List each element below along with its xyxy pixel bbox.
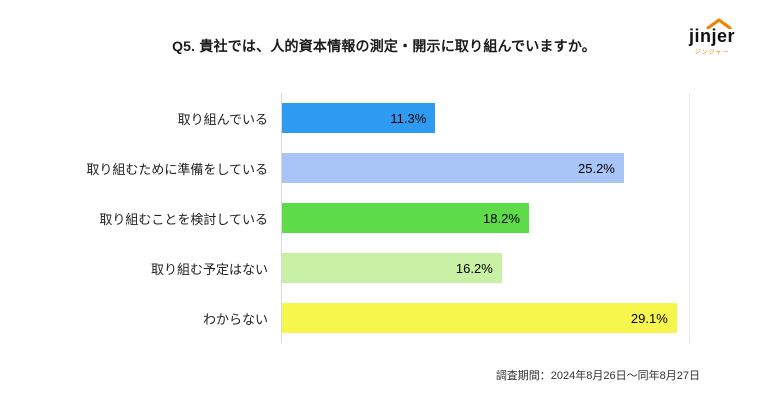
jinjer-logo: jinjer ジンジャー <box>680 18 744 56</box>
value-label: 25.2% <box>578 160 615 176</box>
value-label: 18.2% <box>483 210 520 226</box>
bar-track: 18.2% <box>282 193 689 243</box>
logo-roof-icon <box>706 18 732 29</box>
bar-torikundeiru: 11.3% <box>282 103 436 133</box>
chart-title: Q5. 貴社では、人的資本情報の測定・開示に取り組んでいますか。 <box>172 38 596 54</box>
category-label: 取り組むために準備をしている <box>86 161 268 177</box>
bar-track: 16.2% <box>282 243 689 293</box>
value-label: 29.1% <box>630 310 668 326</box>
bar-yotei-nai: 16.2% <box>282 253 502 283</box>
bar-wakaranai: 29.1% <box>282 303 677 333</box>
bar-chart: 取り組んでいる 取り組むために準備をしている 取り組むことを検討している 取り組… <box>16 93 690 343</box>
bar-track: 11.3% <box>282 93 689 143</box>
bar-track: 25.2% <box>282 143 689 193</box>
category-label: わからない <box>202 311 268 327</box>
survey-period-note: 調査期間：2024年8月26日～同年8月27日 <box>495 370 700 382</box>
category-label: 取り組むことを検討している <box>99 211 268 227</box>
logo-text: jinjer <box>688 26 735 46</box>
bar-track: 29.1% <box>282 293 689 343</box>
logo-subtext: ジンジャー <box>694 49 730 56</box>
plot-area: 11.3% 25.2% 18.2% 16.2% 29.1% <box>281 93 690 343</box>
value-label: 16.2% <box>455 260 493 276</box>
category-label: 取り組んでいる <box>177 111 268 127</box>
bar-junbi: 25.2% <box>282 153 624 183</box>
value-label: 11.3% <box>390 110 427 126</box>
category-labels-column: 取り組んでいる 取り組むために準備をしている 取り組むことを検討している 取り組… <box>16 93 281 343</box>
bar-kentou: 18.2% <box>282 203 529 233</box>
category-label: 取り組む予定はない <box>150 261 268 277</box>
